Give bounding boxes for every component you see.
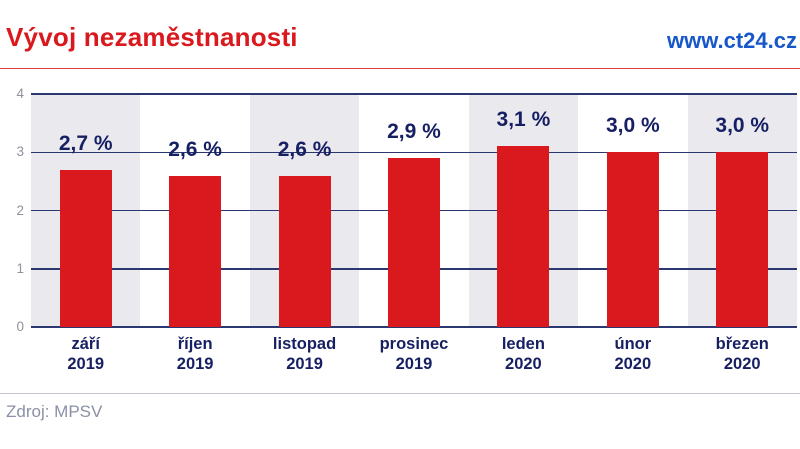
y-tick-label: 2: [16, 202, 24, 218]
x-category-label: březen 2020: [715, 335, 769, 373]
bar: [59, 169, 112, 327]
x-axis: září 2019 říjen 2019 listopad 2019 prosinec 201…: [31, 334, 797, 374]
value-label: 2,6 %: [277, 137, 332, 161]
y-axis: 0 1 2 3 4: [0, 86, 26, 334]
footer-divider: [0, 393, 800, 394]
x-category-label: prosinec 2019: [379, 335, 449, 373]
value-label: 2,9 %: [387, 120, 441, 144]
y-tick-label: 1: [16, 260, 24, 276]
value-label: 2,7 %: [58, 131, 113, 155]
header-divider: [0, 68, 800, 69]
chart-column: 2,6 %: [140, 94, 249, 327]
plot-area: 2,7 % 2,6 % 2,6 % 2,9 % 3,1 % 3,0 % 3,0 %: [31, 93, 797, 328]
x-category-label: leden 2020: [501, 335, 545, 373]
bar: [387, 158, 440, 327]
website-link: www.ct24.cz: [666, 28, 797, 53]
value-label: 2,6 %: [168, 137, 222, 161]
bar: [716, 152, 769, 327]
page-title: Vývoj nezaměstnanosti: [6, 22, 298, 52]
x-category-label: listopad 2019: [272, 335, 337, 373]
value-label: 3,0 %: [605, 114, 660, 138]
value-label: 3,1 %: [496, 108, 551, 132]
source-label: Zdroj: MPSV: [6, 402, 103, 421]
gridline: [31, 326, 797, 328]
bar: [606, 152, 659, 327]
x-category-label: únor 2020: [614, 335, 652, 373]
gridline: [31, 93, 797, 95]
chart-column: 3,0 %: [578, 94, 687, 327]
chart-column: 2,9 %: [359, 94, 468, 327]
x-category-label: září 2019: [67, 335, 105, 373]
y-tick-label: 4: [16, 86, 24, 101]
y-tick-label: 0: [16, 319, 24, 334]
value-label: 3,0 %: [715, 114, 770, 138]
bar: [278, 175, 331, 327]
x-category-label: říjen 2019: [176, 335, 214, 373]
gridline: [31, 151, 797, 153]
y-tick-label: 3: [16, 144, 24, 160]
bar: [169, 175, 222, 327]
bar: [497, 146, 550, 327]
